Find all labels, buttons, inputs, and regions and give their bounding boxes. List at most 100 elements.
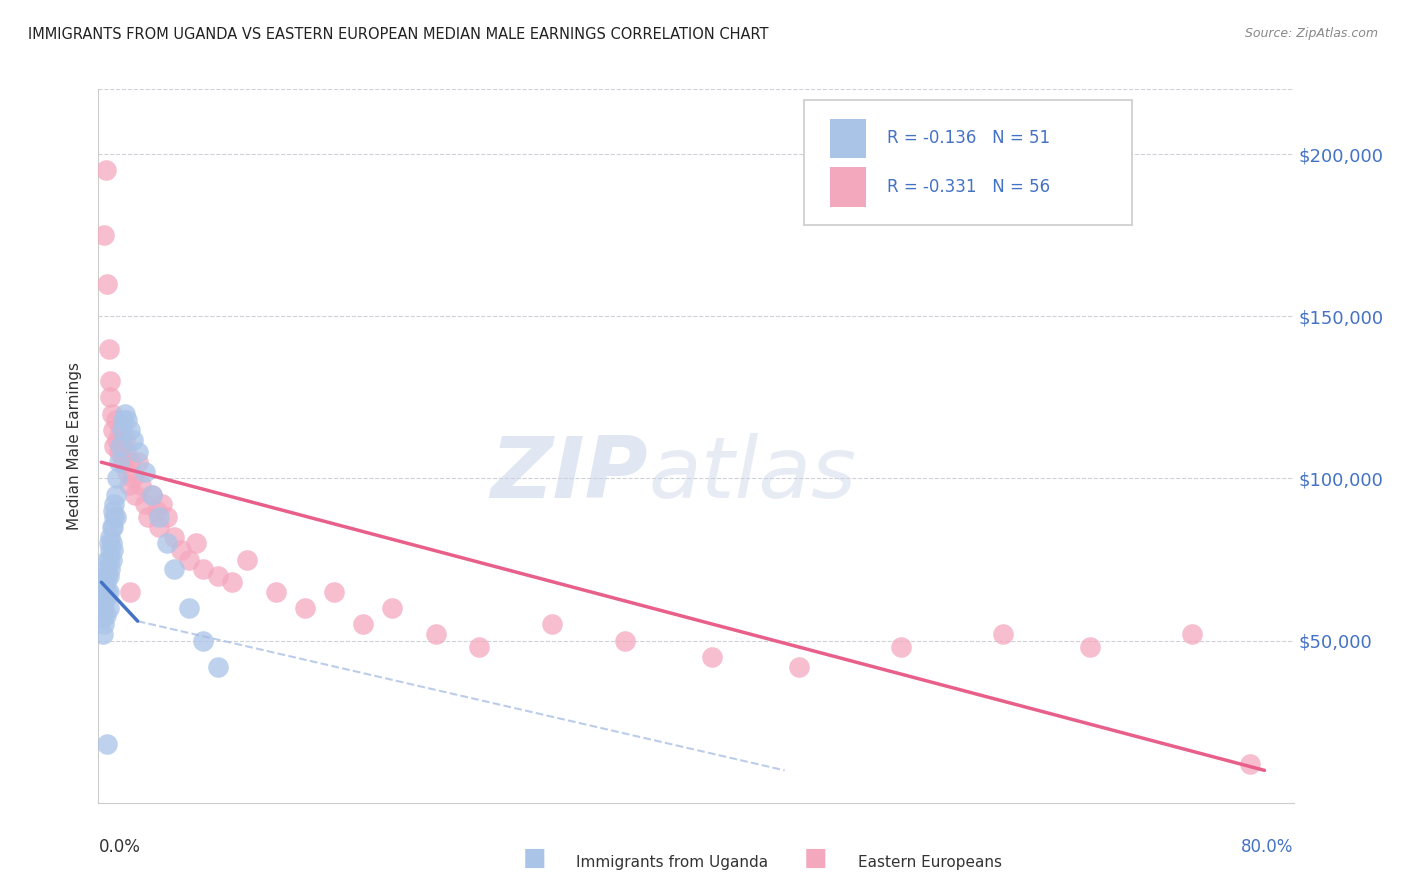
- Point: [122, 433, 145, 447]
- Point: [425, 627, 447, 641]
- Point: [134, 465, 156, 479]
- Point: [110, 423, 132, 437]
- Point: [105, 471, 128, 485]
- Point: [163, 562, 186, 576]
- Point: [97, 568, 120, 582]
- Point: [101, 520, 124, 534]
- Point: [127, 455, 149, 469]
- Bar: [830, 168, 866, 207]
- Point: [129, 478, 152, 492]
- Point: [117, 465, 139, 479]
- Point: [93, 601, 115, 615]
- Point: [93, 568, 115, 582]
- Point: [890, 640, 912, 654]
- Text: atlas: atlas: [648, 433, 856, 516]
- Point: [221, 575, 243, 590]
- Point: [120, 423, 142, 437]
- Point: [787, 659, 810, 673]
- Text: R = -0.136   N = 51: R = -0.136 N = 51: [887, 129, 1050, 147]
- Point: [613, 633, 636, 648]
- Point: [94, 562, 117, 576]
- Point: [352, 617, 374, 632]
- Point: [541, 617, 564, 632]
- Point: [93, 228, 115, 243]
- Point: [100, 407, 122, 421]
- Point: [134, 497, 156, 511]
- Text: ■: ■: [523, 846, 546, 870]
- Point: [112, 455, 135, 469]
- Point: [107, 455, 129, 469]
- Point: [101, 542, 124, 557]
- Point: [163, 530, 186, 544]
- Point: [207, 659, 229, 673]
- Point: [1181, 627, 1204, 641]
- Point: [96, 552, 118, 566]
- Point: [114, 433, 136, 447]
- Text: R = -0.331   N = 56: R = -0.331 N = 56: [887, 178, 1050, 196]
- Point: [127, 445, 149, 459]
- Point: [111, 423, 134, 437]
- Point: [112, 413, 135, 427]
- Point: [1078, 640, 1101, 654]
- Text: ZIP: ZIP: [491, 433, 648, 516]
- Point: [148, 510, 170, 524]
- Point: [120, 455, 142, 469]
- Point: [98, 390, 121, 404]
- Point: [97, 601, 120, 615]
- Point: [105, 433, 128, 447]
- Point: [96, 568, 118, 582]
- Point: [91, 627, 114, 641]
- Point: [98, 530, 121, 544]
- Point: [323, 585, 346, 599]
- Point: [94, 163, 117, 178]
- Point: [104, 510, 127, 524]
- Point: [103, 439, 125, 453]
- Point: [1239, 756, 1261, 771]
- Point: [91, 611, 114, 625]
- Text: 80.0%: 80.0%: [1241, 838, 1294, 856]
- Point: [100, 520, 122, 534]
- Text: Eastern Europeans: Eastern Europeans: [858, 855, 1001, 870]
- Point: [97, 585, 120, 599]
- Point: [184, 536, 207, 550]
- Point: [93, 617, 115, 632]
- Point: [122, 471, 145, 485]
- Text: Source: ZipAtlas.com: Source: ZipAtlas.com: [1244, 27, 1378, 40]
- Point: [381, 601, 404, 615]
- Point: [124, 488, 146, 502]
- Point: [148, 520, 170, 534]
- Point: [96, 585, 118, 599]
- Point: [98, 374, 121, 388]
- Point: [156, 510, 179, 524]
- Point: [141, 488, 163, 502]
- Point: [93, 585, 115, 599]
- Point: [264, 585, 287, 599]
- Point: [141, 488, 163, 502]
- Point: [101, 423, 124, 437]
- Point: [97, 536, 120, 550]
- Point: [103, 510, 125, 524]
- Point: [468, 640, 491, 654]
- Point: [98, 542, 121, 557]
- Point: [191, 562, 214, 576]
- Text: IMMIGRANTS FROM UGANDA VS EASTERN EUROPEAN MEDIAN MALE EARNINGS CORRELATION CHAR: IMMIGRANTS FROM UGANDA VS EASTERN EUROPE…: [28, 27, 769, 42]
- Point: [104, 488, 127, 502]
- Point: [235, 552, 257, 566]
- Point: [117, 413, 139, 427]
- Point: [96, 738, 118, 752]
- Point: [170, 542, 193, 557]
- Y-axis label: Median Male Earnings: Median Male Earnings: [67, 362, 83, 530]
- Point: [111, 439, 134, 453]
- Point: [98, 562, 121, 576]
- Point: [114, 407, 136, 421]
- Point: [91, 595, 114, 609]
- Point: [100, 552, 122, 566]
- Point: [94, 591, 117, 606]
- Point: [136, 510, 159, 524]
- Point: [104, 413, 127, 427]
- Point: [115, 445, 138, 459]
- Point: [94, 607, 117, 622]
- Point: [120, 585, 142, 599]
- Point: [191, 633, 214, 648]
- Point: [145, 504, 167, 518]
